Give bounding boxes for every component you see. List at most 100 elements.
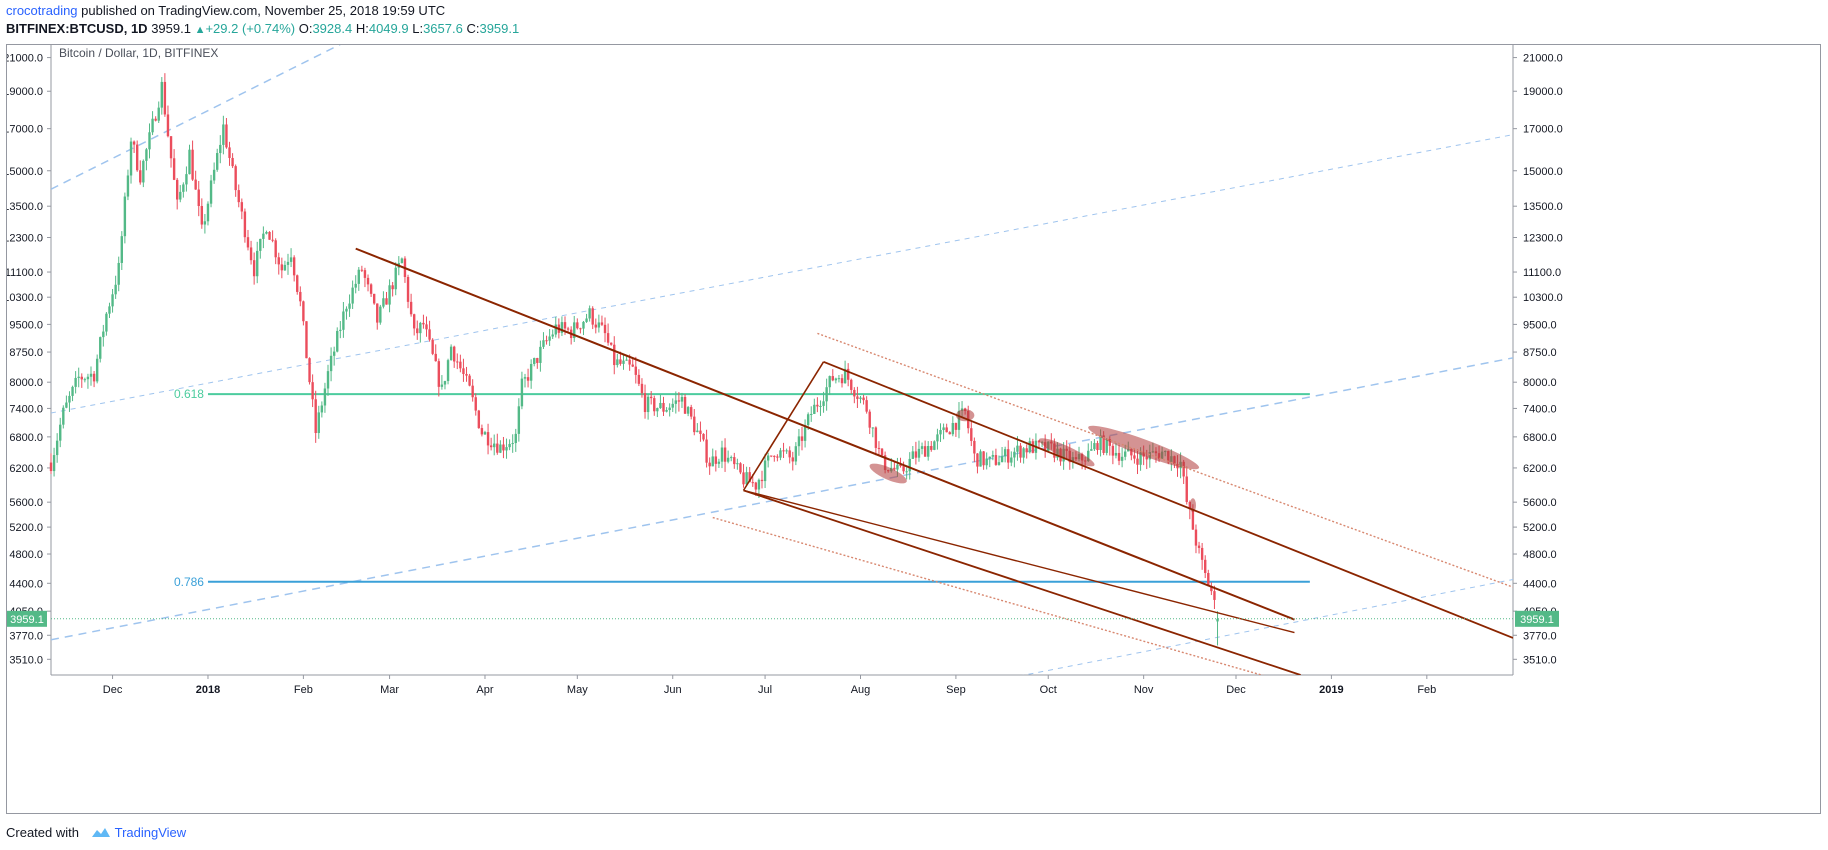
y-tick-label-right: 6800.0: [1523, 432, 1557, 444]
candle-body: [231, 157, 234, 167]
author-link[interactable]: crocotrading: [6, 3, 78, 18]
candle-body: [529, 363, 533, 381]
y-tick-label-left: 8750.0: [9, 347, 43, 359]
candle-body: [896, 464, 899, 470]
candle-body: [502, 444, 505, 451]
candle-body: [292, 257, 296, 276]
x-tick-label: May: [567, 684, 588, 696]
candle-body: [1200, 547, 1204, 560]
candle-body: [970, 428, 973, 441]
price-tag-left-bg: [7, 610, 47, 627]
candle-body: [1108, 439, 1111, 446]
candle-body: [434, 353, 437, 362]
candle-body: [671, 403, 674, 408]
candle-body: [576, 322, 579, 329]
candle-body: [1096, 443, 1099, 451]
candle-body: [314, 399, 317, 434]
y-tick-label-left: 11100.0: [7, 267, 43, 279]
candle-body: [551, 334, 554, 337]
candle-body: [662, 402, 665, 412]
candle-body: [203, 221, 207, 225]
candle-body: [95, 358, 99, 382]
candle-body: [369, 284, 373, 294]
candle-body: [733, 457, 736, 465]
candle-body: [376, 303, 379, 323]
blue-dashed-trendline: [51, 134, 1513, 414]
candle-body: [865, 400, 868, 412]
up-arrow-icon: ▲: [194, 24, 206, 36]
candle-body: [139, 170, 142, 183]
tradingview-logo-icon: [91, 826, 111, 841]
candle-body: [135, 144, 139, 171]
candle-body: [542, 340, 545, 347]
candle-body: [748, 472, 751, 483]
candle-body: [394, 267, 397, 290]
candle-body: [320, 405, 324, 413]
candle-body: [323, 388, 327, 406]
candle-body: [819, 405, 822, 407]
candle-body: [609, 342, 613, 345]
x-tick-label: Oct: [1040, 684, 1057, 696]
candle-body: [480, 428, 484, 435]
y-tick-label-right: 5200.0: [1523, 522, 1557, 534]
channel-outer-dotted-line: [712, 516, 1264, 675]
candle-body: [859, 397, 862, 399]
candle-body: [536, 358, 539, 363]
y-tick-label-left: 21000.0: [7, 53, 43, 65]
candle-body: [600, 322, 604, 325]
candle-body: [283, 264, 287, 271]
candle-body: [797, 436, 801, 447]
price-tag-right-bg: [1515, 610, 1559, 627]
channel-lower-line: [743, 489, 1301, 675]
candle-body: [200, 205, 204, 225]
candle-body: [1145, 456, 1148, 460]
candle-body: [871, 427, 874, 429]
candle-body: [246, 237, 250, 248]
candle-body: [425, 324, 428, 330]
candle-body: [71, 386, 74, 396]
y-tick-label-left: 15000.0: [7, 166, 43, 178]
candle-body: [194, 179, 197, 190]
candle-body: [1182, 461, 1185, 477]
candle-body: [533, 358, 536, 364]
candle-body: [191, 149, 194, 180]
candle-body: [930, 446, 933, 450]
candle-body: [388, 285, 391, 305]
candle-body: [579, 328, 582, 330]
chart-title: Bitcoin / Dollar, 1D, BITFINEX: [59, 46, 218, 60]
candle-body: [252, 260, 256, 277]
candle-body: [985, 458, 988, 466]
chart-frame[interactable]: 21000.0 21000.0 19000.0 19000.0 17000.0 17000…: [6, 44, 1821, 814]
last-price: 3959.1: [151, 21, 191, 36]
low-value: 3657.6: [423, 21, 463, 36]
candle-body: [979, 451, 982, 467]
y-tick-label-left: 6200.0: [9, 463, 43, 475]
y-tick-label-right: 19000.0: [1523, 86, 1563, 98]
candle-body: [591, 308, 594, 325]
candle-body: [1016, 445, 1019, 452]
candle-body: [145, 149, 148, 161]
candle-body: [474, 397, 477, 411]
candle-body: [554, 324, 557, 335]
candle-body: [1105, 439, 1108, 453]
candle-body: [151, 118, 154, 133]
candle-body: [508, 443, 511, 448]
candle-body: [77, 376, 80, 378]
candle-body: [108, 306, 111, 314]
candle-body: [163, 81, 167, 115]
candle-body: [166, 114, 170, 137]
candle-body: [351, 287, 354, 304]
candle-body: [637, 374, 641, 384]
candle-body: [526, 377, 530, 381]
tradingview-link[interactable]: TradingView: [114, 825, 187, 840]
candle-body: [185, 174, 188, 185]
highlight-ellipse: [955, 409, 975, 422]
candle-body: [126, 175, 130, 197]
candle-body: [179, 191, 182, 200]
candle-body: [594, 324, 597, 328]
candle-body: [499, 444, 502, 453]
price-chart[interactable]: 21000.0 21000.0 19000.0 19000.0 17000.0 17000…: [7, 45, 1820, 813]
candle-body: [496, 443, 499, 453]
candle-body: [259, 238, 262, 251]
candle-body: [505, 447, 508, 451]
